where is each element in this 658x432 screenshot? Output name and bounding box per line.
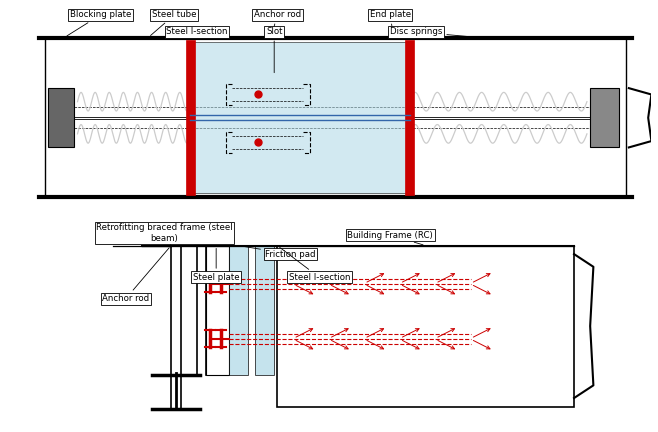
Text: Slot: Slot [266, 27, 282, 73]
Bar [229, 246, 248, 375]
Text: Retrofitting braced frame (steel
beam): Retrofitting braced frame (steel beam) [96, 223, 233, 246]
Text: End plate: End plate [370, 10, 411, 35]
Text: Blocking plate: Blocking plate [67, 10, 131, 36]
Bar [590, 88, 619, 147]
Bar [45, 38, 626, 197]
Bar [49, 88, 74, 147]
Text: Anchor rod: Anchor rod [102, 248, 169, 303]
Text: Building Frame (RC): Building Frame (RC) [347, 231, 433, 245]
Text: Disc springs: Disc springs [390, 27, 474, 37]
Text: Friction pad: Friction pad [241, 246, 316, 259]
Bar [405, 40, 414, 195]
Bar [190, 42, 409, 193]
Text: Steel plate: Steel plate [193, 248, 240, 282]
Text: Steel tube: Steel tube [151, 10, 197, 35]
Bar [278, 246, 574, 407]
Bar [207, 246, 229, 375]
Bar [255, 246, 274, 375]
Text: Steel I-section: Steel I-section [280, 247, 350, 282]
Text: Steel I-section: Steel I-section [166, 27, 232, 37]
Text: Anchor rod: Anchor rod [254, 10, 301, 35]
Bar [186, 40, 195, 195]
